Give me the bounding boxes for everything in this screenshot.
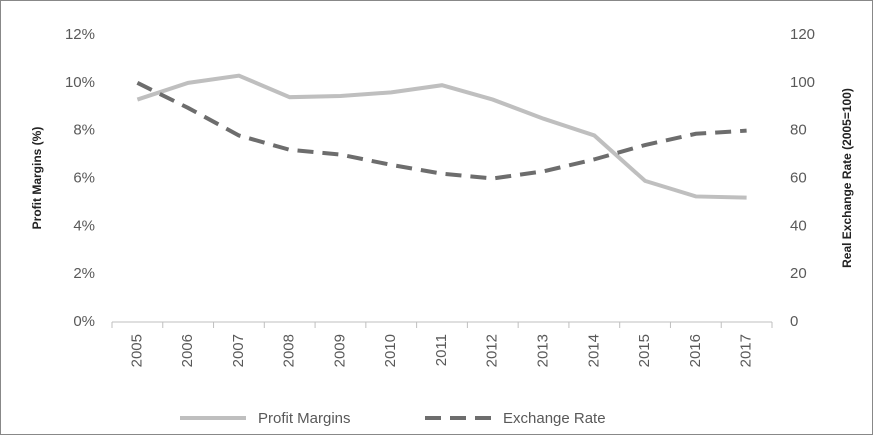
y-tick-label: 0% bbox=[73, 313, 95, 330]
legend-label: Exchange Rate bbox=[503, 410, 606, 427]
y-axis-title: Profit Margins (%) bbox=[30, 127, 44, 230]
y2-tick-label: 20 bbox=[790, 265, 807, 282]
x-tick-label: 2011 bbox=[433, 334, 450, 366]
y-tick-label: 2% bbox=[73, 265, 95, 282]
y2-tick-label: 0 bbox=[790, 313, 798, 330]
legend-label: Profit Margins bbox=[258, 410, 351, 427]
x-tick-label: 2015 bbox=[636, 334, 653, 367]
y-tick-label: 4% bbox=[73, 217, 95, 234]
y-tick-label: 12% bbox=[65, 26, 95, 43]
y-tick-label: 8% bbox=[73, 122, 95, 139]
y2-tick-label: 120 bbox=[790, 26, 815, 43]
y2-tick-label: 80 bbox=[790, 122, 807, 139]
y2-tick-label: 40 bbox=[790, 217, 807, 234]
y2-axis-title: Real Exchange Rate (2005=100) bbox=[840, 88, 854, 268]
x-tick-label: 2013 bbox=[535, 334, 552, 367]
x-tick-label: 2016 bbox=[687, 334, 704, 367]
x-tick-label: 2017 bbox=[738, 334, 755, 367]
series-line bbox=[136, 81, 747, 181]
x-tick-label: 2006 bbox=[179, 334, 196, 367]
x-tick-label: 2012 bbox=[484, 334, 501, 367]
y2-tick-label: 100 bbox=[790, 74, 815, 91]
series-line bbox=[136, 73, 747, 200]
y2-tick-label: 60 bbox=[790, 169, 807, 186]
x-tick-label: 2008 bbox=[281, 334, 298, 367]
y-tick-label: 10% bbox=[65, 74, 95, 91]
x-tick-label: 2010 bbox=[382, 334, 399, 367]
y-tick-label: 6% bbox=[73, 169, 95, 186]
x-tick-label: 2009 bbox=[331, 334, 348, 367]
x-tick-label: 2014 bbox=[585, 334, 602, 367]
x-tick-label: 2007 bbox=[230, 334, 247, 367]
x-tick-label: 2005 bbox=[128, 334, 145, 367]
